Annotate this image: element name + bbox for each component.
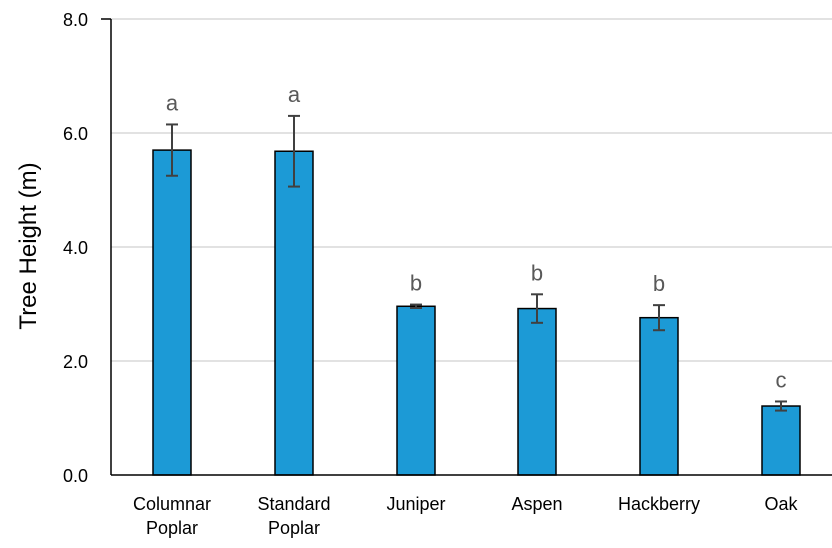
error-bar [288, 114, 300, 188]
y-tick-label: 8.0 [63, 10, 88, 30]
gridlines [111, 18, 832, 362]
y-tick-label: 2.0 [63, 352, 88, 372]
bar [761, 405, 801, 476]
y-axis-title: Tree Height (m) [15, 162, 42, 329]
significance-letter: a [288, 82, 301, 107]
significance-letter: a [166, 90, 179, 115]
axes [101, 18, 832, 476]
significance-letter: b [410, 271, 422, 296]
significance-letters: a a b b b c [166, 82, 787, 393]
bar [274, 150, 314, 476]
error-bar [166, 123, 178, 177]
bar [517, 307, 557, 476]
error-bar [410, 303, 422, 309]
error-bar [775, 400, 787, 412]
error-bars [166, 114, 787, 412]
bar [152, 149, 192, 476]
y-tick-label: 6.0 [63, 124, 88, 144]
y-tick-label: 4.0 [63, 238, 88, 258]
x-tick-label: Columnar [133, 494, 211, 514]
error-bar [531, 293, 543, 324]
significance-letter: b [531, 260, 543, 285]
x-tick-label: Standard [257, 494, 330, 514]
error-bar [653, 304, 665, 332]
x-tick-label: Aspen [511, 494, 562, 514]
bars [152, 149, 801, 476]
x-tick-label: Poplar [268, 518, 320, 538]
significance-letter: c [776, 367, 787, 392]
bar [396, 305, 436, 476]
significance-letter: b [653, 271, 665, 296]
x-tick-label: Hackberry [618, 494, 700, 514]
x-tick-label: Oak [764, 494, 798, 514]
x-tick-label: Juniper [386, 494, 445, 514]
bar [639, 316, 679, 476]
y-tick-labels: 0.0 2.0 4.0 6.0 8.0 [63, 10, 88, 486]
y-tick-label: 0.0 [63, 466, 88, 486]
x-tick-labels: Columnar Poplar Standard Poplar Juniper Aspen… [133, 494, 799, 538]
x-tick-label: Poplar [146, 518, 198, 538]
